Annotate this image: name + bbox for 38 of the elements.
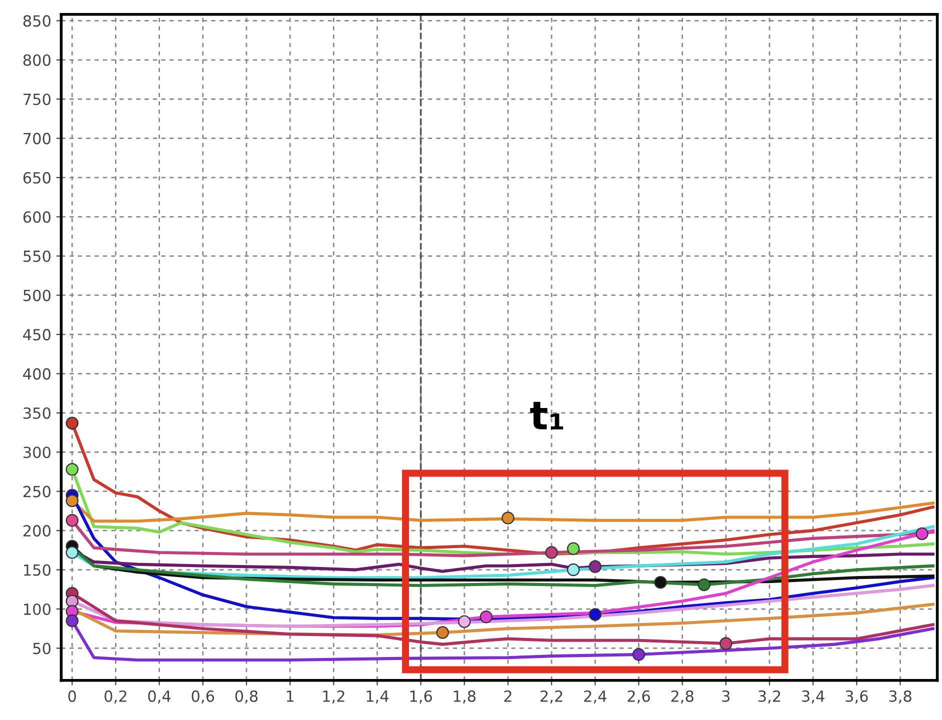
x-tick-label: 2,8 <box>671 690 694 704</box>
x-tick-label: 1,4 <box>366 690 389 704</box>
x-tick-label: 0 <box>68 690 76 702</box>
x-tick-label: 1,8 <box>454 690 476 704</box>
y-tick-label: 800 <box>23 54 50 66</box>
x-tick-label: 0,6 <box>192 690 214 704</box>
x-tick-label: 3,2 <box>758 690 780 704</box>
y-tick-label: 850 <box>23 15 50 27</box>
x-tick-label: 3,8 <box>889 690 912 704</box>
x-tick-label: 1,6 <box>410 690 432 704</box>
y-tick-label: 400 <box>23 368 50 380</box>
y-tick-label: 500 <box>24 290 50 302</box>
x-tick-label: 0,8 <box>235 690 258 704</box>
y-tick-label: 450 <box>23 328 50 340</box>
y-tick-label: 700 <box>24 132 50 144</box>
y-tick-label: 550 <box>24 250 50 262</box>
y-tick-label: 300 <box>24 446 50 458</box>
x-tick-label: 2,6 <box>628 690 650 704</box>
x-tick-label: 3,4 <box>802 690 824 704</box>
x-tick-label: 3,6 <box>846 690 868 704</box>
y-tick-label: 200 <box>23 525 50 537</box>
x-tick-label: 1,2 <box>323 690 344 704</box>
x-tick-label: 2,2 <box>540 690 562 704</box>
y-tick-label: 600 <box>23 211 50 223</box>
x-tick-label: 2,4 <box>584 690 606 704</box>
y-tick-label: 250 <box>23 486 50 498</box>
x-tick-label: 2 <box>504 690 512 702</box>
y-tick-label: 350 <box>24 407 50 419</box>
y-tick-label: 50 <box>33 642 50 654</box>
y-tick-label: 100 <box>24 603 50 616</box>
annotation: t₁ <box>530 402 564 430</box>
y-tick-label: 750 <box>24 94 50 106</box>
x-tick-label: 1 <box>286 690 294 702</box>
x-tick-label: 0,4 <box>148 690 171 704</box>
y-tick-label: 150 <box>24 564 50 576</box>
x-tick-label: 0,2 <box>104 690 126 704</box>
y-tick-label: 650 <box>23 172 50 184</box>
x-tick-label: 3 <box>722 690 730 702</box>
